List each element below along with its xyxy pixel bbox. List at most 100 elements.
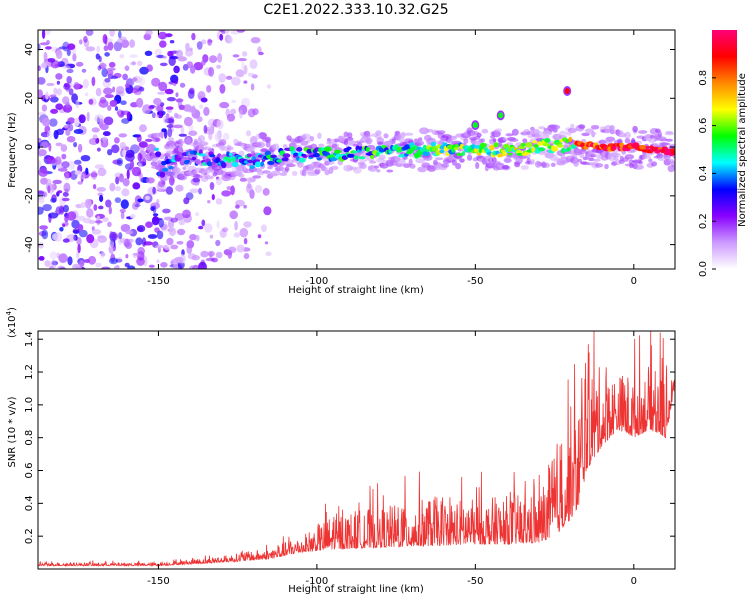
noise-blob [76,251,80,259]
noise-blob [99,123,109,131]
ridge-blob [353,155,359,160]
noise-blob [175,184,184,192]
ridge-blob [195,159,201,165]
noise-blob [118,133,128,138]
noise-blob [41,117,51,127]
noise-blob [38,194,45,204]
snr-ticks: -150 -100 -50 0 0.2 0.4 0.6 0.8 1.0 1.2 1.4 [24,331,675,587]
ridge-blob [254,161,261,168]
noise-blob [247,72,255,77]
noise-blob [235,204,240,209]
ridge-blob [422,150,430,157]
noise-blob [77,143,83,153]
ridge-blob [670,150,675,156]
ridge-halo [301,169,307,177]
ridge-halo [440,163,450,168]
ridge-halo [567,127,577,134]
noise-blob [40,141,49,149]
ridge-halo [494,128,503,132]
noise-blob [232,54,240,58]
noise-blob [58,46,69,50]
noise-blob [137,152,142,162]
ridge-halo [359,163,367,170]
noise-blob [147,234,158,239]
noise-blob [168,116,175,126]
ridge-halo [671,160,675,166]
ridge-halo [585,128,594,134]
noise-blob [61,197,70,202]
noise-blob [175,92,179,98]
ridge-halo [197,135,206,142]
noise-blob [119,36,127,41]
ridge-blob [566,147,572,152]
noise-blob [193,61,204,71]
noise-blob [62,223,66,228]
noise-blob [198,187,203,195]
ridge-halo [375,130,382,136]
noise-blob [152,213,159,217]
noise-blob [172,124,183,129]
ridge-blob [476,152,482,156]
ridge-halo [559,130,567,135]
noise-blob [124,152,135,162]
noise-blob [105,199,112,208]
noise-blob [109,30,115,37]
ridge-halo [218,139,227,146]
noise-blob [258,132,267,140]
noise-blob [209,182,215,190]
noise-blob [100,252,106,257]
ridge-blob [159,171,166,178]
noise-blob [176,241,184,245]
noise-blob [49,251,58,260]
noise-blob [74,170,82,176]
noise-blob [111,75,118,80]
ridge-halo [541,162,550,168]
noise-blob [126,169,130,180]
ridge-blob [497,153,504,158]
noise-blob [38,142,41,150]
noise-blob [125,254,129,259]
noise-blob [79,39,83,45]
noise-blob [95,262,102,268]
ridge-halo [255,168,263,173]
ridge-blob [544,138,551,143]
noise-blob [234,220,238,231]
noise-blob [154,227,160,233]
noise-blob [162,208,171,214]
snr-scale-exponent: 4 [5,310,13,315]
noise-blob [44,260,51,267]
ridge-halo [237,140,243,145]
noise-blob [169,40,175,44]
ridge-halo [648,139,656,143]
ridge-halo [404,132,414,136]
noise-blob [264,241,269,245]
ridge-halo [455,162,462,170]
ridge-halo [588,157,595,162]
ridge-halo [403,163,411,169]
ridge-halo [433,162,442,166]
ridge-halo [306,139,310,144]
noise-blob [97,235,106,239]
snr-scale-factor: (x104) [5,307,18,338]
noise-blob [205,257,215,262]
noise-blob [54,156,62,166]
noise-blob [49,118,58,127]
ridge-halo [265,136,272,143]
noise-blob [38,65,41,71]
noise-blob [64,171,72,179]
noise-blob [108,257,119,265]
noise-blob [109,231,117,242]
noise-blob [97,147,101,152]
noise-blob [216,119,224,130]
noise-blob [173,65,180,74]
ridge-halo [193,138,198,146]
colorbar: 0.0 0.2 0.4 0.6 0.8 Normalized spectral ampl… [698,30,748,277]
noise-blob [209,55,218,63]
ridge-halo [504,156,511,163]
noise-blob [72,263,82,269]
noise-blob [129,159,135,169]
noise-blob [92,134,98,140]
noise-blob [219,33,224,41]
noise-blob [62,104,73,113]
noise-blob [218,73,226,83]
